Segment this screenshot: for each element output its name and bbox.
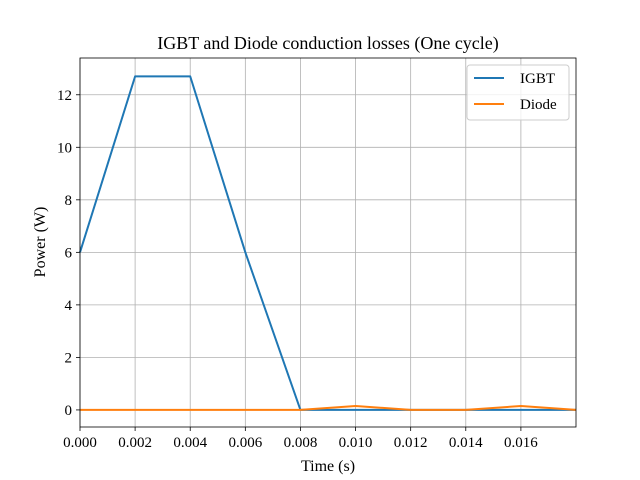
y-tick-label: 6: [65, 245, 73, 261]
y-tick-label: 12: [57, 88, 72, 104]
x-tick-label: 0.016: [504, 435, 538, 451]
x-tick-label: 0.004: [173, 435, 207, 451]
series-line-igbt: [79, 75, 576, 411]
y-tick-label: 8: [65, 193, 73, 209]
x-tick-label: 0.012: [394, 435, 428, 451]
x-tick-label: 0.000: [63, 435, 97, 451]
x-tick-label: 0.006: [228, 435, 262, 451]
y-tick-label: 0: [65, 403, 73, 419]
x-tick-label: 0.010: [339, 435, 373, 451]
plot-frame: [79, 57, 577, 428]
legend-label-igbt: IGBT: [520, 71, 555, 87]
y-axis-label: Power (W): [32, 207, 49, 278]
legend: IGBT Diode: [466, 64, 570, 121]
y-tick-label: 2: [65, 350, 73, 366]
y-tick-label: 4: [65, 298, 73, 314]
x-tick-label: 0.002: [118, 435, 152, 451]
series-line-diode: [80, 404, 577, 411]
y-tick-label: 10: [57, 140, 72, 156]
chart-title: IGBT and Diode conduction losses (One cy…: [157, 33, 499, 54]
x-tick-label: 0.014: [449, 435, 483, 451]
x-tick-label: 0.008: [284, 435, 318, 451]
x-axis-label: Time (s): [301, 458, 355, 475]
legend-label-diode: Diode: [520, 97, 557, 113]
axis-ticks: 0.000 0.002 0.004 0.006 0.008 0.010 0.012 0.014…: [57, 88, 538, 451]
plot-series: [79, 75, 577, 411]
